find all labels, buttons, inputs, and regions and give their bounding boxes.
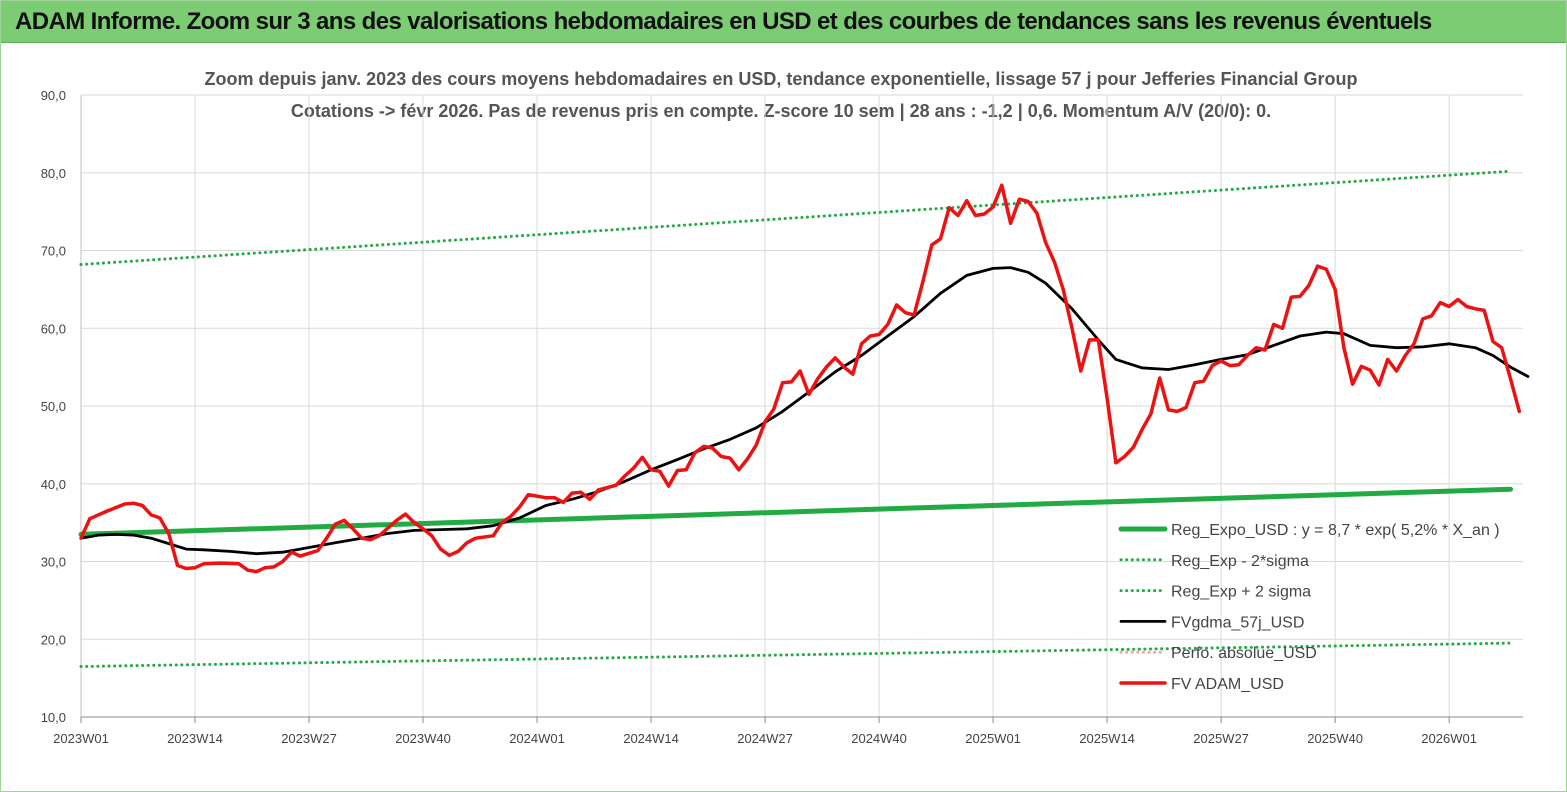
x-tick-label: 2024W01 — [509, 731, 565, 746]
y-tick-label: 30,0 — [41, 555, 66, 570]
x-tick-label: 2025W01 — [965, 731, 1021, 746]
y-tick-label: 60,0 — [41, 321, 66, 336]
chart-subtitle: Cotations -> févr 2026. Pas de revenus p… — [291, 101, 1271, 121]
x-tick-label: 2023W27 — [281, 731, 337, 746]
y-tick-label: 80,0 — [41, 166, 66, 181]
legend-label: FVgdma_57j_USD — [1171, 614, 1304, 631]
series-lines — [78, 169, 1530, 668]
series-line-0 — [78, 486, 1513, 537]
y-tick-label: 50,0 — [41, 399, 66, 414]
legend-label: Reg_Exp + 2 sigma — [1171, 584, 1311, 601]
legend-label: Reg_Expo_USD : y = 8,7 * exp( 5,2% * X_a… — [1171, 522, 1500, 539]
legend-label: FV ADAM_USD — [1171, 676, 1284, 693]
series-line-2 — [79, 169, 1512, 266]
x-tick-label: 2023W01 — [53, 731, 109, 746]
y-tick-label: 70,0 — [41, 244, 66, 259]
x-tick-label: 2024W40 — [851, 731, 907, 746]
x-tick-label: 2024W27 — [737, 731, 793, 746]
report-title: ADAM Informe. Zoom sur 3 ans des valoris… — [15, 8, 1432, 35]
series-line-5 — [79, 183, 1522, 574]
y-tick-label: 20,0 — [41, 632, 66, 647]
legend: Reg_Expo_USD : y = 8,7 * exp( 5,2% * X_a… — [1118, 522, 1500, 693]
x-tick-label: 2026W01 — [1421, 731, 1477, 746]
y-tick-label: 10,0 — [41, 710, 66, 725]
y-tick-label: 40,0 — [41, 477, 66, 492]
chart-title: Zoom depuis janv. 2023 des cours moyens … — [204, 69, 1357, 89]
report-banner: ADAM Informe. Zoom sur 3 ans des valoris… — [1, 1, 1566, 43]
legend-label: Perfo. absolue_USD — [1171, 645, 1317, 662]
series-line-1 — [79, 641, 1512, 668]
y-tick-label: 90,0 — [41, 88, 66, 103]
x-tick-label: 2023W14 — [167, 731, 223, 746]
axes: 10,0 20,0 30,0 40,0 50,0 60,0 70,0 80,0 90,0 2023… — [41, 88, 1523, 746]
x-tick-label: 2025W14 — [1079, 731, 1135, 746]
legend-label: Reg_Exp - 2*sigma — [1171, 553, 1309, 570]
x-tick-label: 2024W14 — [623, 731, 679, 746]
x-tick-label: 2025W40 — [1307, 731, 1363, 746]
gridlines — [80, 94, 1523, 718]
x-tick-label: 2023W40 — [395, 731, 451, 746]
x-tick-label: 2025W27 — [1193, 731, 1249, 746]
